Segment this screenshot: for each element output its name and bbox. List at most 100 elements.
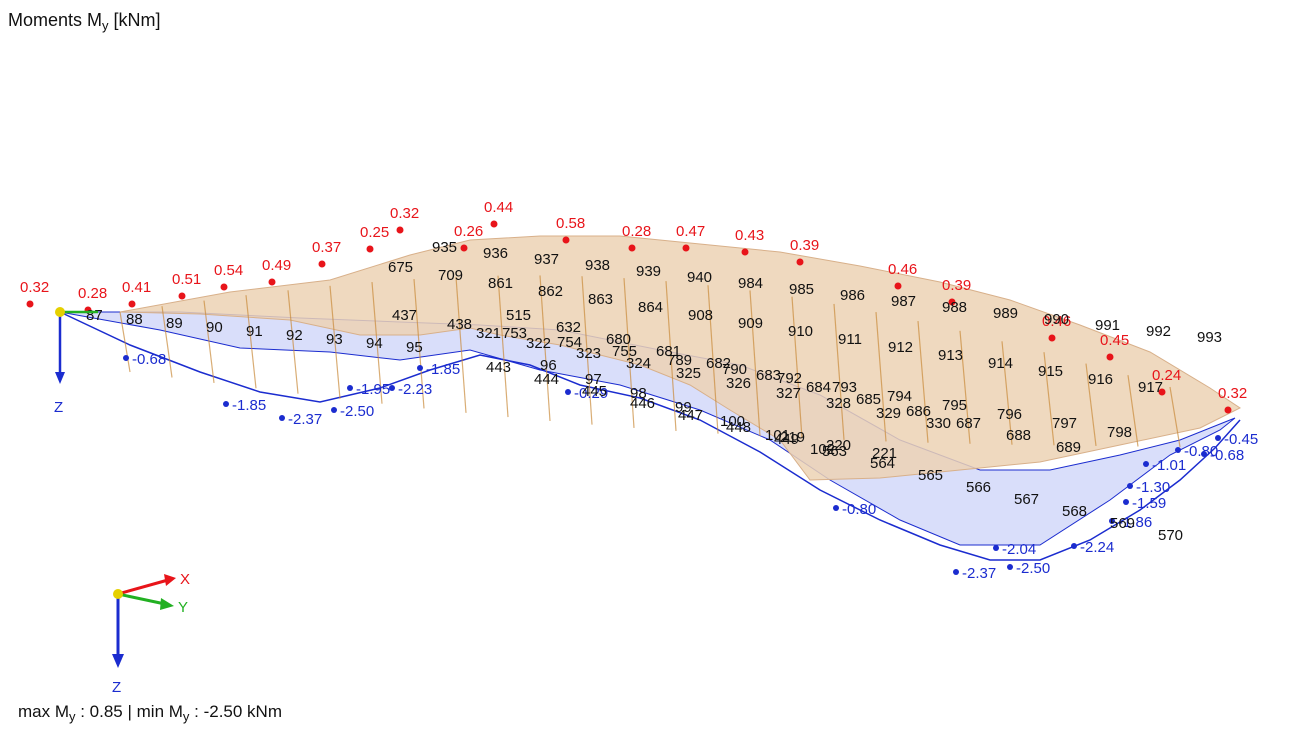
positive-moment-label: 0.37 [312, 239, 341, 256]
member-line [623, 278, 635, 429]
shell-surface [119, 235, 1241, 481]
element-number-label: 327 [776, 385, 801, 402]
negative-moment-label: -0.68 [132, 351, 166, 368]
positive-moment-point [268, 278, 276, 286]
element-number-label: 675 [388, 259, 413, 276]
positive-moment-point [562, 236, 570, 244]
member-line [245, 295, 257, 389]
element-number-label: 985 [789, 281, 814, 298]
element-number-label: 984 [738, 275, 763, 292]
global-x-label: X [180, 571, 190, 588]
element-number-label: 992 [1146, 323, 1171, 340]
member-line [875, 312, 887, 442]
element-number-label: 101 [765, 427, 790, 444]
positive-moment-label: 0.32 [20, 279, 49, 296]
positive-moment-point [128, 300, 136, 308]
global-x-arrow-icon [164, 574, 176, 586]
element-number-label: 437 [392, 307, 417, 324]
positive-moment-point [682, 244, 690, 252]
positive-moment-point [1106, 353, 1114, 361]
element-number-label: 914 [988, 355, 1013, 372]
element-number-label: 935 [432, 239, 457, 256]
element-number-label: 682 [706, 355, 731, 372]
element-number-label: 915 [1038, 363, 1063, 380]
moment-diagram-canvas[interactable]: 0.32 0.28 0.41 0.510.54 0.490.370.250.320.26… [0, 0, 1290, 700]
min-subscript: y [182, 709, 190, 724]
positive-moment-point [1224, 406, 1232, 414]
element-number-label: 863 [588, 291, 613, 308]
global-y-arrow-icon [160, 598, 174, 610]
negative-moment-point [223, 401, 229, 407]
global-z-label: Z [112, 679, 121, 696]
element-number-label: 515 [506, 307, 531, 324]
element-number-label: 568 [1062, 503, 1087, 520]
element-number-label: 683 [756, 367, 781, 384]
member-line [749, 290, 761, 437]
negative-moment-label: -0.29 [574, 385, 608, 402]
element-number-label: 709 [438, 267, 463, 284]
negative-moment-point [123, 355, 129, 361]
element-number-label: 685 [856, 391, 881, 408]
element-number-label: 446 [630, 395, 655, 412]
positive-moment-label: 0.24 [1152, 367, 1181, 384]
max-value: : 0.85 | [75, 702, 137, 721]
member-line [371, 282, 383, 404]
local-axis-triad: Z [54, 307, 98, 416]
member-line [1085, 363, 1097, 447]
element-number-label: 570 [1158, 527, 1183, 544]
element-number-label: 566 [966, 479, 991, 496]
member-line [1043, 352, 1055, 446]
element-number-label: 330 [926, 415, 951, 432]
element-number-label: 940 [687, 269, 712, 286]
element-number-label: 917 [1138, 379, 1163, 396]
positive-moment-point [396, 226, 404, 234]
element-number-label: 912 [888, 339, 913, 356]
negative-moment-point [1215, 435, 1221, 441]
element-number-label: 680 [606, 331, 631, 348]
member-line [161, 306, 173, 378]
element-number-label: 324 [626, 355, 651, 372]
negative-moment-point [1143, 461, 1149, 467]
element-number-label: 939 [636, 263, 661, 280]
negative-moment-point [1071, 543, 1077, 549]
element-number-label: 326 [726, 375, 751, 392]
negative-moment-point [1175, 447, 1181, 453]
element-number-label: 95 [406, 339, 423, 356]
element-number-label: 938 [585, 257, 610, 274]
element-number-label: 90 [206, 319, 223, 336]
negative-moment-point [1123, 499, 1129, 505]
positive-moment-label: 0.28 [78, 285, 107, 302]
element-number-label: 790 [722, 361, 747, 378]
positive-moment-point [1158, 388, 1166, 396]
element-number-label: 328 [826, 395, 851, 412]
min-value: : -2.50 kNm [189, 702, 282, 721]
member-line [497, 275, 509, 418]
element-number-label: 936 [483, 245, 508, 262]
element-number-label: 99 [675, 399, 692, 416]
element-number-label: 681 [656, 343, 681, 360]
element-number-label: 861 [488, 275, 513, 292]
positive-moment-label: 0.43 [735, 227, 764, 244]
element-number-label: 221 [872, 445, 897, 462]
element-number-label: 100 [720, 413, 745, 430]
element-number-label: 321 [476, 325, 501, 342]
member-line [329, 285, 341, 399]
element-number-label: 798 [1107, 424, 1132, 441]
positive-moment-label: 0.51 [172, 271, 201, 288]
element-number-label: 909 [738, 315, 763, 332]
negative-moment-label: -1.59 [1132, 495, 1166, 512]
max-subscript: y [69, 709, 76, 724]
element-number-label: 563 [822, 443, 847, 460]
element-number-label: 89 [166, 315, 183, 332]
support-node[interactable] [55, 307, 65, 317]
positive-moment-point [26, 300, 34, 308]
negative-moment-label: -2.04 [1002, 541, 1036, 558]
negative-moment-label: -1.30 [1136, 479, 1170, 496]
global-x-axis [117, 578, 169, 596]
title-unit: [kNm] [108, 10, 161, 30]
negative-moment-label: -1.86 [1118, 514, 1152, 531]
element-number-label: 688 [1006, 427, 1031, 444]
positive-moment-label: 0.45 [1100, 332, 1129, 349]
element-number-label: 916 [1088, 371, 1113, 388]
element-number-label: 754 [557, 334, 582, 351]
